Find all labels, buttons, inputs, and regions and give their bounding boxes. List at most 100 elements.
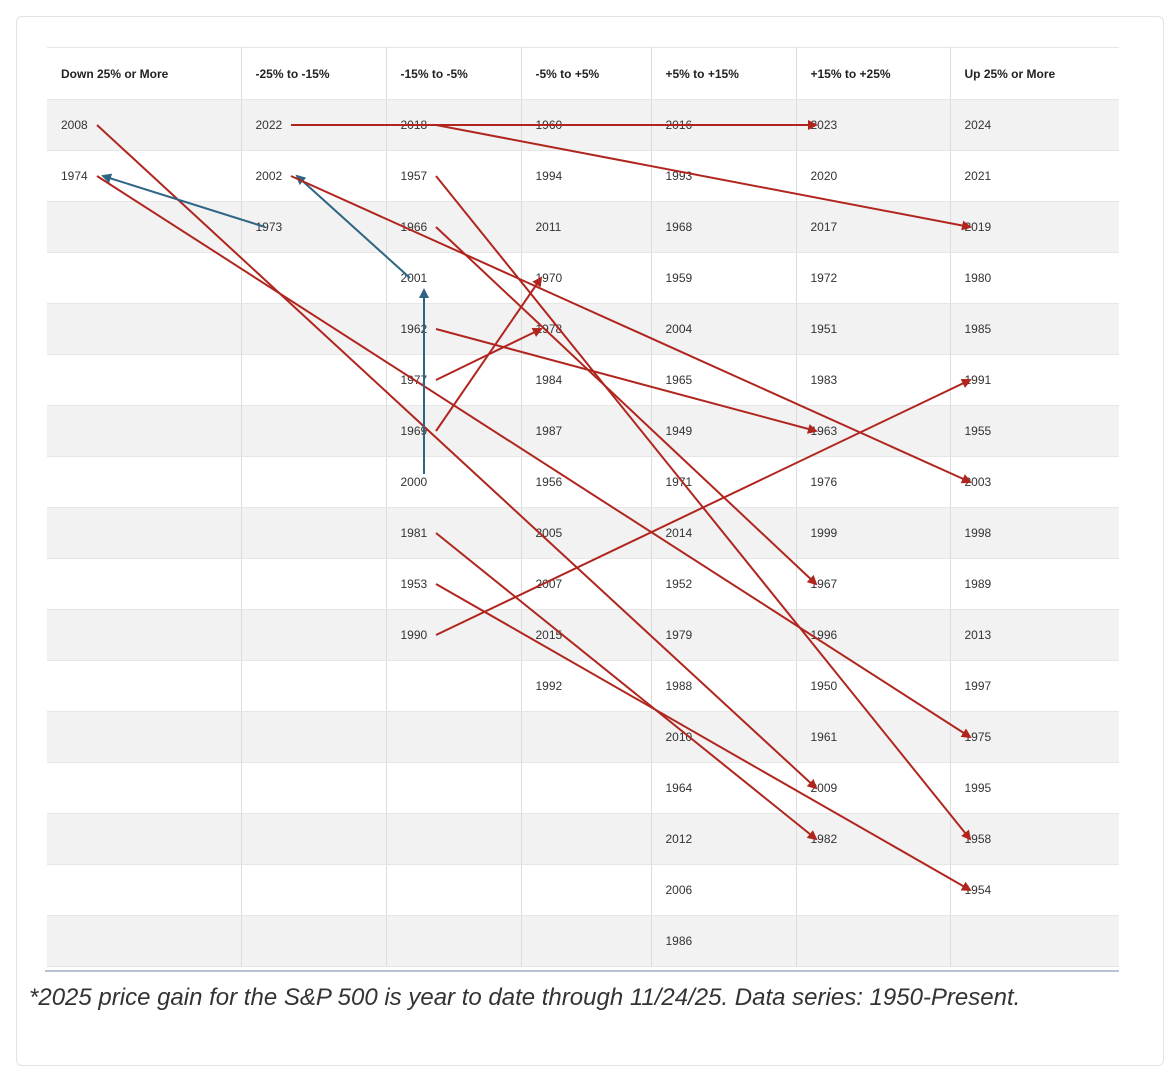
table-cell: 1971 bbox=[651, 456, 797, 508]
table-cell bbox=[386, 864, 522, 916]
table-body: 2008 2022 2018 1960 2016 2023 2024 1974 2002 1957… bbox=[47, 99, 1119, 967]
table-cell: 1975 bbox=[950, 711, 1119, 763]
table-cell: 1988 bbox=[651, 660, 797, 712]
table-cell: 1989 bbox=[950, 558, 1119, 610]
table-cell: 1995 bbox=[950, 762, 1119, 814]
table-cell bbox=[796, 864, 951, 916]
table-row: 1973 1966 2011 1968 2017 2019 bbox=[47, 201, 1119, 253]
table-cell bbox=[241, 711, 387, 763]
table-cell bbox=[241, 660, 387, 712]
table-cell: 1982 bbox=[796, 813, 951, 865]
table-cell: 2002 bbox=[241, 150, 387, 202]
table-cell bbox=[241, 762, 387, 814]
table-cell bbox=[386, 711, 522, 763]
table-cell bbox=[47, 507, 242, 559]
table-cell: 1991 bbox=[950, 354, 1119, 406]
table-cell: 2000 bbox=[386, 456, 522, 508]
table-cell: 2003 bbox=[950, 456, 1119, 508]
table-cell: 2024 bbox=[950, 99, 1119, 151]
table-cell: 2022 bbox=[241, 99, 387, 151]
table-cell bbox=[796, 915, 951, 967]
table-cell bbox=[241, 864, 387, 916]
table-cell: 2012 bbox=[651, 813, 797, 865]
table-bottom-rule bbox=[45, 970, 1119, 972]
table-cell: 1981 bbox=[386, 507, 522, 559]
table-cell: 1994 bbox=[521, 150, 652, 202]
table-cell bbox=[386, 813, 522, 865]
table-cell: 2023 bbox=[796, 99, 951, 151]
table-cell: 1980 bbox=[950, 252, 1119, 304]
table-cell bbox=[521, 813, 652, 865]
table-row: 2012 1982 1958 bbox=[47, 813, 1119, 865]
table-cell: 1985 bbox=[950, 303, 1119, 355]
table-cell: 1959 bbox=[651, 252, 797, 304]
table-cell: 1978 bbox=[521, 303, 652, 355]
table-row: 2008 2022 2018 1960 2016 2023 2024 bbox=[47, 99, 1119, 151]
table-cell: 2014 bbox=[651, 507, 797, 559]
table-cell: 1963 bbox=[796, 405, 951, 457]
table-cell bbox=[241, 252, 387, 304]
table-cell: 1984 bbox=[521, 354, 652, 406]
table-row: 2010 1961 1975 bbox=[47, 711, 1119, 763]
content-card: Down 25% or More -25% to -15% -15% to -5… bbox=[16, 16, 1164, 1066]
annual-returns-table: Down 25% or More -25% to -15% -15% to -5… bbox=[47, 47, 1119, 967]
table-cell bbox=[47, 558, 242, 610]
table-cell bbox=[241, 456, 387, 508]
table-cell bbox=[521, 915, 652, 967]
table-cell: 2013 bbox=[950, 609, 1119, 661]
column-header: Up 25% or More bbox=[950, 47, 1119, 100]
table-cell bbox=[386, 762, 522, 814]
table-cell: 1955 bbox=[950, 405, 1119, 457]
table-cell: 2001 bbox=[386, 252, 522, 304]
table-cell bbox=[47, 303, 242, 355]
footnote: *2025 price gain for the S&P 500 is year… bbox=[29, 984, 1021, 1011]
table-cell: 1997 bbox=[950, 660, 1119, 712]
table-cell: 1979 bbox=[651, 609, 797, 661]
table-row: 1962 1978 2004 1951 1985 bbox=[47, 303, 1119, 355]
table-cell bbox=[47, 456, 242, 508]
column-header: +15% to +25% bbox=[796, 47, 951, 100]
table-row: 2000 1956 1971 1976 2003 bbox=[47, 456, 1119, 508]
table-cell: 2011 bbox=[521, 201, 652, 253]
table-row: 1992 1988 1950 1997 bbox=[47, 660, 1119, 712]
table-cell: 1960 bbox=[521, 99, 652, 151]
table-cell: 1968 bbox=[651, 201, 797, 253]
table-cell: 1958 bbox=[950, 813, 1119, 865]
table-row: 1981 2005 2014 1999 1998 bbox=[47, 507, 1119, 559]
table-cell: 1954 bbox=[950, 864, 1119, 916]
table-cell bbox=[241, 405, 387, 457]
column-header: -15% to -5% bbox=[386, 47, 522, 100]
table-row: 1953 2007 1952 1967 1989 bbox=[47, 558, 1119, 610]
table-cell: 1972 bbox=[796, 252, 951, 304]
returns-table-wrapper: Down 25% or More -25% to -15% -15% to -5… bbox=[47, 47, 1119, 972]
table-row: 1974 2002 1957 1994 1993 2020 2021 bbox=[47, 150, 1119, 202]
table-cell: 1965 bbox=[651, 354, 797, 406]
table-cell bbox=[47, 354, 242, 406]
table-cell: 2016 bbox=[651, 99, 797, 151]
table-cell bbox=[386, 660, 522, 712]
table-cell: 1990 bbox=[386, 609, 522, 661]
table-row: 1990 2015 1979 1996 2013 bbox=[47, 609, 1119, 661]
table-cell bbox=[241, 813, 387, 865]
column-header: +5% to +15% bbox=[651, 47, 797, 100]
table-cell bbox=[521, 711, 652, 763]
table-cell: 2004 bbox=[651, 303, 797, 355]
table-cell: 2020 bbox=[796, 150, 951, 202]
table-cell: 1966 bbox=[386, 201, 522, 253]
table-cell: 1964 bbox=[651, 762, 797, 814]
table-row: 2006 1954 bbox=[47, 864, 1119, 916]
table-row: 1964 2009 1995 bbox=[47, 762, 1119, 814]
table-cell: 1962 bbox=[386, 303, 522, 355]
table-cell: 1949 bbox=[651, 405, 797, 457]
table-cell: 2017 bbox=[796, 201, 951, 253]
table-cell bbox=[241, 609, 387, 661]
table-cell bbox=[241, 303, 387, 355]
table-cell: 1957 bbox=[386, 150, 522, 202]
table-cell: 1986 bbox=[651, 915, 797, 967]
table-cell: 2007 bbox=[521, 558, 652, 610]
table-cell bbox=[47, 252, 242, 304]
table-cell: 1977 bbox=[386, 354, 522, 406]
table-cell: 2015 bbox=[521, 609, 652, 661]
table-cell: 1993 bbox=[651, 150, 797, 202]
column-header: -5% to +5% bbox=[521, 47, 652, 100]
